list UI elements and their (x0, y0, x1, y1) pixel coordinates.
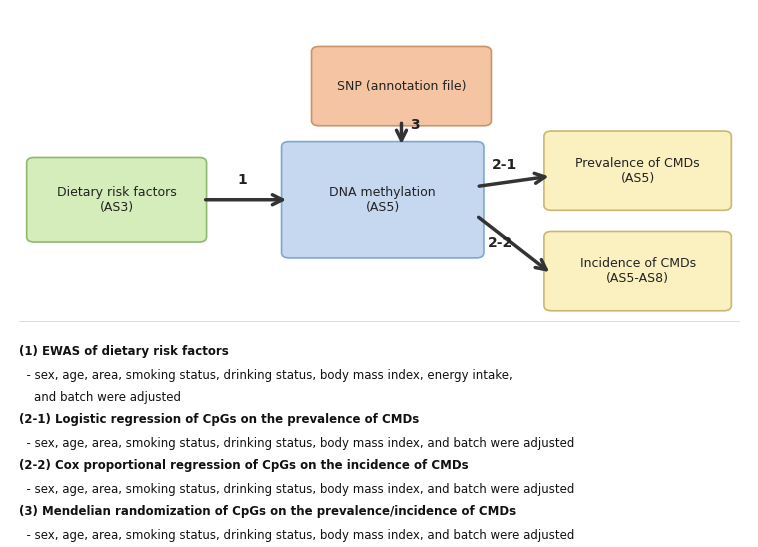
FancyBboxPatch shape (281, 142, 484, 258)
FancyBboxPatch shape (544, 131, 731, 211)
Text: 3: 3 (410, 118, 420, 132)
Text: Incidence of CMDs
(AS5-AS8): Incidence of CMDs (AS5-AS8) (580, 257, 696, 285)
Text: - sex, age, area, smoking status, drinking status, body mass index, and batch we: - sex, age, area, smoking status, drinki… (19, 437, 575, 450)
Text: 2-1: 2-1 (492, 158, 518, 172)
Text: - sex, age, area, smoking status, drinking status, body mass index, energy intak: - sex, age, area, smoking status, drinki… (19, 369, 513, 382)
FancyBboxPatch shape (544, 231, 731, 311)
Text: (2-1) Logistic regression of CpGs on the prevalence of CMDs: (2-1) Logistic regression of CpGs on the… (19, 414, 419, 426)
Text: 1: 1 (238, 172, 247, 187)
Text: (3) Mendelian randomization of CpGs on the prevalence/incidence of CMDs: (3) Mendelian randomization of CpGs on t… (19, 505, 516, 519)
Text: Dietary risk factors
(AS3): Dietary risk factors (AS3) (57, 186, 177, 214)
Text: Prevalence of CMDs
(AS5): Prevalence of CMDs (AS5) (575, 156, 700, 185)
FancyBboxPatch shape (27, 158, 207, 242)
Text: (1) EWAS of dietary risk factors: (1) EWAS of dietary risk factors (19, 345, 229, 358)
Text: - sex, age, area, smoking status, drinking status, body mass index, and batch we: - sex, age, area, smoking status, drinki… (19, 529, 575, 542)
Text: 2-2: 2-2 (488, 236, 513, 250)
Text: (2-2) Cox proportional regression of CpGs on the incidence of CMDs: (2-2) Cox proportional regression of CpG… (19, 459, 468, 472)
Text: SNP (annotation file): SNP (annotation file) (337, 80, 466, 92)
Text: DNA methylation
(AS5): DNA methylation (AS5) (330, 186, 436, 214)
Text: - sex, age, area, smoking status, drinking status, body mass index, and batch we: - sex, age, area, smoking status, drinki… (19, 483, 575, 496)
FancyBboxPatch shape (312, 46, 491, 126)
Text: and batch were adjusted: and batch were adjusted (19, 391, 181, 404)
